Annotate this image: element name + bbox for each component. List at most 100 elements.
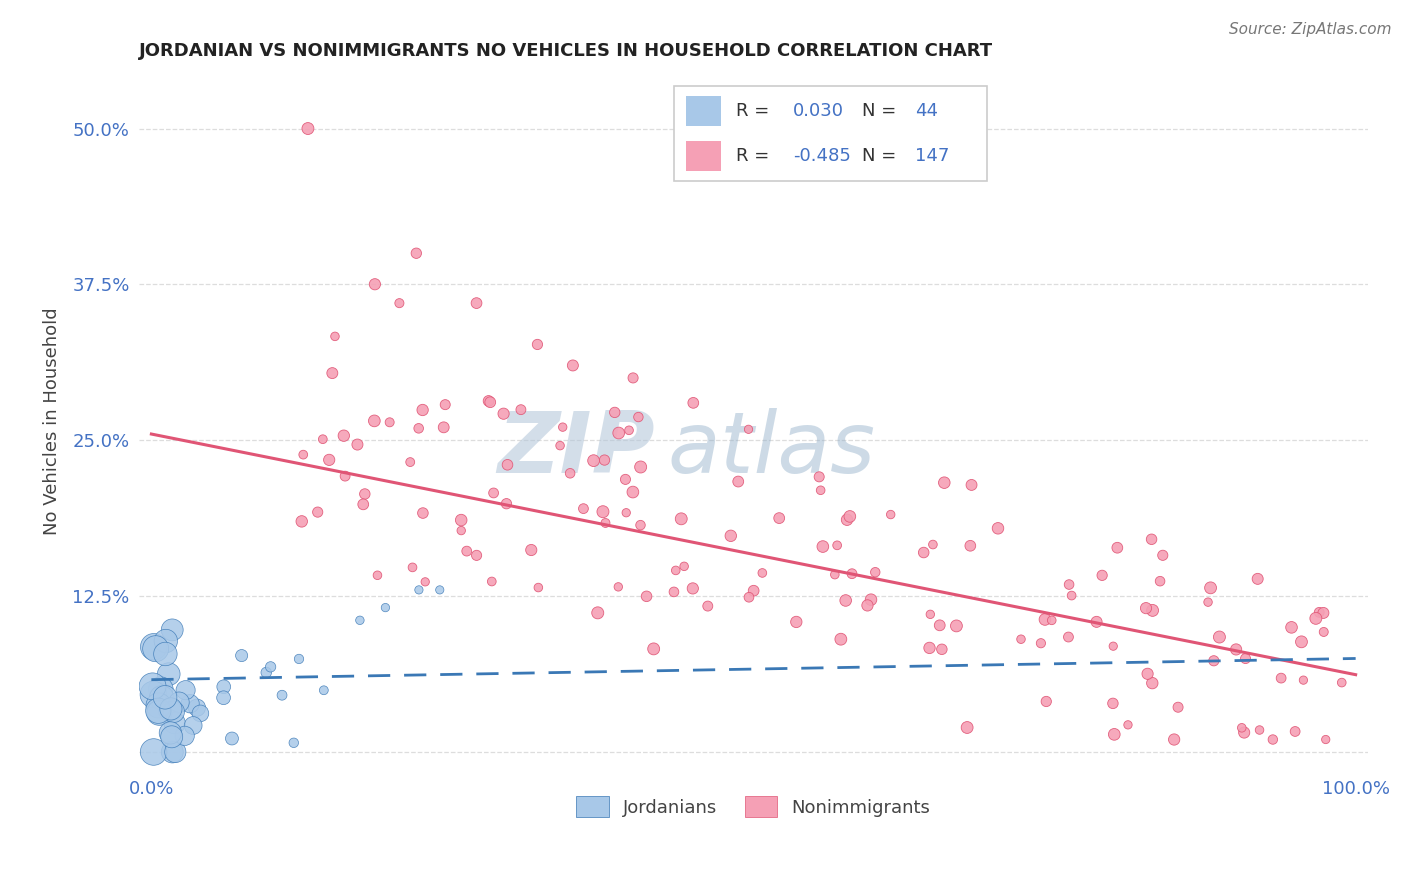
Point [956, 721, 979, 735]
Legend: Jordanians, Nonimmigrants: Jordanians, Nonimmigrants [569, 789, 938, 824]
Point [548, 439, 571, 453]
Point [413, 574, 436, 589]
Point [859, 592, 882, 607]
Point [492, 407, 515, 421]
Point [157, 667, 180, 681]
Point [1249, 723, 1271, 737]
Point [696, 599, 718, 613]
Point [153, 690, 176, 705]
Point [321, 366, 343, 380]
Point [1284, 724, 1306, 739]
Point [720, 529, 742, 543]
Point [838, 509, 860, 524]
Point [186, 700, 208, 714]
Point [834, 593, 856, 607]
Point [1135, 601, 1157, 615]
Point [1142, 676, 1164, 690]
Point [627, 410, 650, 425]
Point [401, 560, 423, 574]
Point [526, 337, 548, 351]
Point [297, 121, 319, 136]
Point [959, 539, 981, 553]
Point [465, 549, 488, 563]
Point [785, 615, 807, 629]
Point [312, 432, 335, 446]
Point [174, 683, 197, 698]
Point [148, 704, 170, 718]
Point [160, 702, 183, 716]
Point [621, 485, 644, 500]
Point [388, 296, 411, 310]
Point [318, 453, 340, 467]
Point [142, 679, 165, 693]
Point [918, 640, 941, 655]
Point [856, 599, 879, 613]
Point [1104, 727, 1126, 741]
Point [586, 606, 609, 620]
Point [1247, 572, 1270, 586]
Point [405, 246, 427, 260]
Point [366, 568, 388, 582]
Point [671, 512, 693, 526]
Point [738, 591, 761, 605]
Point [1234, 651, 1257, 665]
Point [1142, 603, 1164, 617]
Point [323, 329, 346, 343]
Point [1029, 636, 1052, 650]
Point [630, 518, 652, 533]
Point [551, 420, 574, 434]
Point [614, 506, 637, 520]
Point [479, 395, 502, 409]
Point [346, 437, 368, 451]
Point [1312, 606, 1334, 620]
Point [922, 537, 945, 551]
Point [374, 600, 396, 615]
Point [810, 483, 832, 498]
Point [450, 513, 472, 527]
Point [142, 688, 165, 702]
Point [558, 467, 581, 481]
Point [292, 448, 315, 462]
Point [353, 487, 375, 501]
Point [456, 544, 478, 558]
Point [142, 640, 165, 654]
Text: Source: ZipAtlas.com: Source: ZipAtlas.com [1229, 22, 1392, 37]
Point [920, 607, 942, 622]
Point [1035, 694, 1057, 708]
Point [496, 458, 519, 472]
Text: JORDANIAN VS NONIMMIGRANTS NO VEHICLES IN HOUSEHOLD CORRELATION CHART: JORDANIAN VS NONIMMIGRANTS NO VEHICLES I… [139, 42, 994, 60]
Point [1057, 577, 1080, 591]
Point [450, 524, 472, 538]
Point [662, 585, 685, 599]
Point [808, 470, 831, 484]
Point [1040, 613, 1063, 627]
Point [312, 683, 335, 698]
Point [148, 706, 170, 720]
Point [399, 455, 422, 469]
Point [173, 729, 195, 743]
Point [607, 580, 630, 594]
Point [1291, 635, 1313, 649]
Point [595, 516, 617, 530]
Point [617, 423, 640, 437]
Point [665, 563, 688, 577]
Point [408, 582, 430, 597]
Point [945, 619, 967, 633]
Point [283, 736, 305, 750]
Point [614, 472, 637, 486]
Point [352, 497, 374, 511]
Point [271, 688, 294, 702]
Point [142, 745, 165, 759]
Point [841, 566, 863, 581]
Point [1197, 595, 1219, 609]
Point [643, 641, 665, 656]
Point [934, 475, 956, 490]
Point [603, 405, 626, 419]
Point [607, 425, 630, 440]
Point [221, 731, 243, 746]
Point [259, 660, 281, 674]
Point [737, 422, 759, 436]
Point [1330, 675, 1353, 690]
Point [333, 428, 356, 442]
Point [434, 398, 457, 412]
